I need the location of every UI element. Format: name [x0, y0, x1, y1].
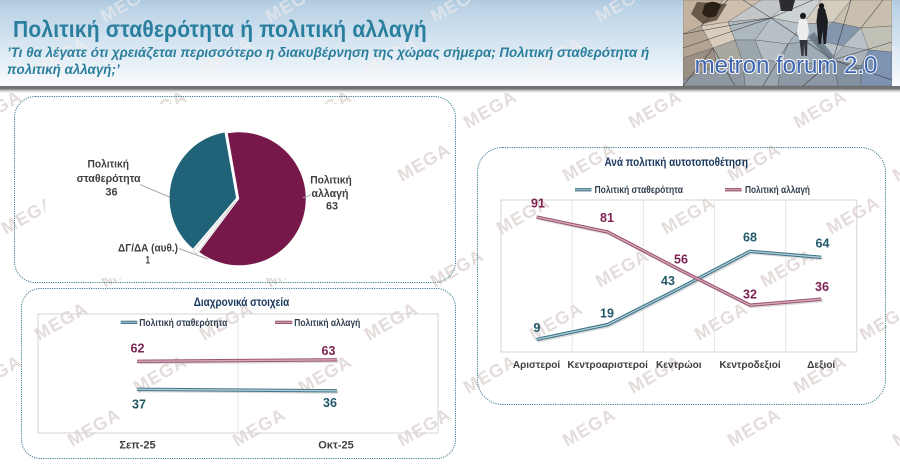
svg-text:Πολιτική: Πολιτική	[310, 175, 352, 187]
svg-text:metron forum 2.0: metron forum 2.0	[695, 52, 878, 79]
svg-text:91: 91	[531, 197, 545, 211]
svg-text:37: 37	[132, 398, 146, 412]
svg-text:Πολιτική αλλαγή: Πολιτική αλλαγή	[294, 318, 360, 329]
svg-text:63: 63	[322, 344, 336, 358]
svg-text:Αριστεροί: Αριστεροί	[513, 360, 561, 371]
svg-text:64: 64	[816, 236, 830, 250]
svg-text:36: 36	[106, 187, 118, 199]
svg-text:Σεπ-25: Σεπ-25	[119, 440, 155, 452]
svg-text:19: 19	[600, 307, 614, 321]
svg-text:Πολιτική σταθερότητα: Πολιτική σταθερότητα	[139, 318, 228, 329]
svg-text:Κεντρώοι: Κεντρώοι	[656, 360, 702, 371]
svg-text:62: 62	[131, 342, 145, 356]
svg-text:1: 1	[145, 255, 150, 267]
svg-text:36: 36	[323, 396, 337, 410]
svg-text:Πολιτική: Πολιτική	[87, 159, 129, 171]
svg-text:43: 43	[661, 274, 675, 288]
svg-text:ΔΓ/ΔΑ (αυθ.): ΔΓ/ΔΑ (αυθ.)	[118, 243, 178, 255]
svg-text:9: 9	[534, 321, 541, 335]
svg-text:36: 36	[815, 280, 829, 294]
svg-text:56: 56	[674, 253, 688, 267]
svg-text:αλλαγή: αλλαγή	[312, 188, 349, 200]
svg-text:Κεντροδεξιοί: Κεντροδεξιοί	[719, 360, 780, 371]
svg-text:63: 63	[326, 201, 338, 213]
svg-text:68: 68	[743, 231, 757, 245]
svg-text:Ανά πολιτική αυτοτοποθέτηση: Ανά πολιτική αυτοτοποθέτηση	[604, 155, 748, 169]
svg-text:Κεντροαριστεροί: Κεντροαριστεροί	[567, 360, 648, 371]
svg-text:Πολιτική αλλαγή: Πολιτική αλλαγή	[745, 185, 810, 196]
svg-text:Δεξιοί: Δεξιοί	[807, 360, 835, 371]
svg-text:32: 32	[743, 288, 757, 302]
svg-text:σταθερότητα: σταθερότητα	[77, 173, 141, 185]
svg-text:Πολιτική σταθερότητα: Πολιτική σταθερότητα	[595, 185, 684, 196]
svg-text:81: 81	[600, 211, 614, 225]
svg-text:Οκτ-25: Οκτ-25	[318, 440, 354, 452]
svg-text:Διαχρονικά στοιχεία: Διαχρονικά στοιχεία	[194, 295, 290, 309]
